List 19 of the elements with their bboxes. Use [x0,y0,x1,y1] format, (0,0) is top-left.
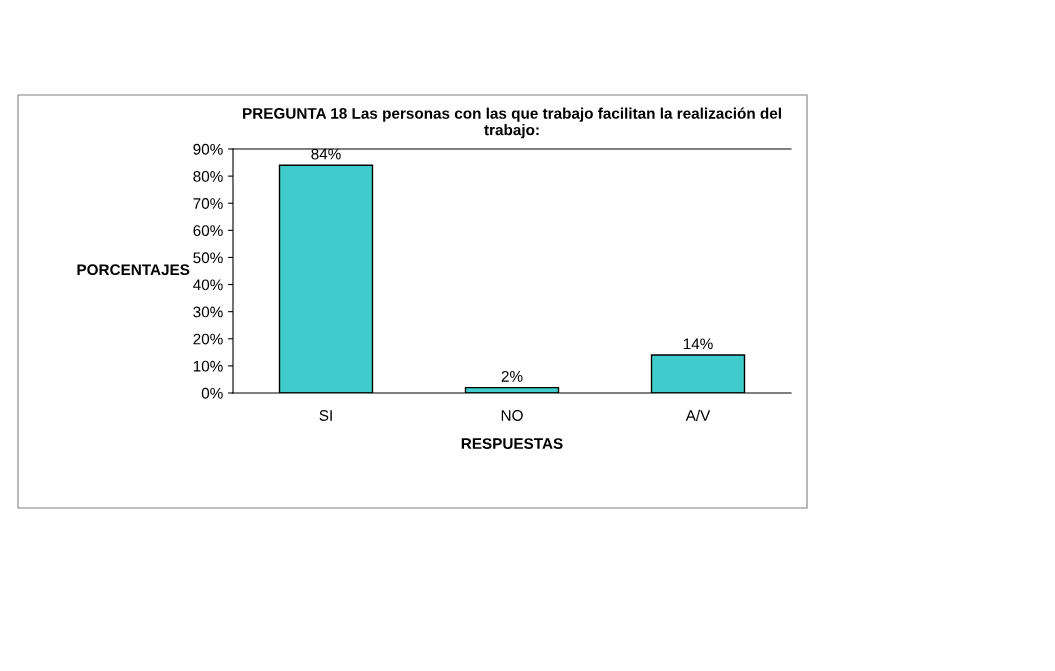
x-tick-label: NO [501,410,523,421]
y-tick-label: 60% [193,225,223,237]
x-axis-title: RESPUESTAS [461,438,563,450]
y-tick-label: 50% [193,252,223,264]
chart-title: PREGUNTA 18 Las personas con las que trabajo facilitan la realización del trabajo: [243,107,781,139]
y-tick-label: 70% [193,198,223,209]
y-tick-label: 80% [193,170,223,182]
y-tick-label: 0% [201,387,223,399]
y-tick-label: 30% [193,306,223,318]
y-tick-label: 20% [193,333,223,345]
x-tick-label: SI [319,410,332,421]
y-tick-label: 90% [193,143,223,155]
y-axis-title: PORCENTAJES [77,264,190,276]
data-label: 84% [311,148,341,160]
data-label: 2% [501,370,523,382]
y-tick-label: 40% [193,279,223,291]
data-label: 14% [683,338,713,350]
y-tick-label: 10% [193,360,223,372]
x-tick-label: A/V [685,409,711,421]
